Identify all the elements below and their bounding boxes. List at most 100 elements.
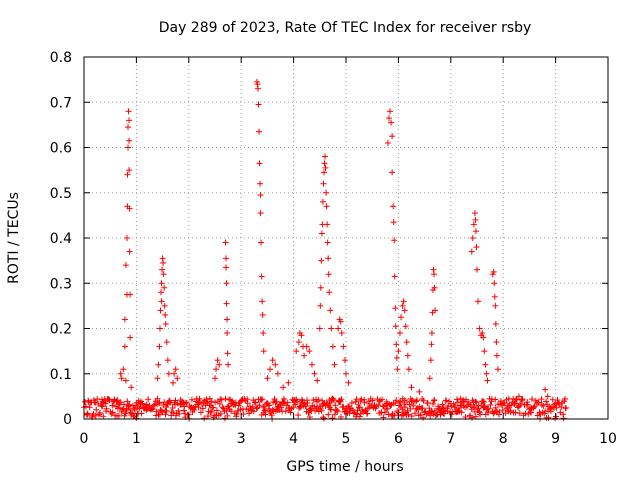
data-point [267, 366, 274, 373]
data-point [258, 239, 265, 246]
data-point [170, 379, 177, 386]
baseline-point [269, 406, 276, 413]
data-point [156, 343, 163, 350]
data-point [293, 348, 300, 355]
baseline-point [503, 405, 510, 412]
data-point [319, 198, 326, 205]
baseline-point [485, 409, 492, 416]
baseline-point [131, 406, 138, 413]
baseline-point [224, 412, 231, 419]
baseline-point [295, 412, 302, 419]
baseline-point [427, 412, 434, 419]
data-point [260, 348, 267, 355]
baseline-point [212, 399, 219, 406]
baseline-point [252, 399, 259, 406]
y-tick-label: 0.7 [50, 95, 72, 111]
data-point [484, 377, 491, 384]
baseline-point [273, 398, 280, 405]
baseline-point [278, 404, 285, 411]
data-point [155, 361, 162, 368]
baseline-point [159, 409, 166, 416]
baseline-point [282, 408, 289, 415]
baseline-point [105, 396, 112, 403]
baseline-point [320, 415, 327, 422]
data-point [157, 307, 164, 314]
data-point [491, 293, 498, 300]
data-point [431, 271, 438, 278]
baseline-point [181, 403, 188, 410]
data-point [416, 388, 423, 395]
data-point [479, 330, 486, 337]
data-point [400, 298, 407, 305]
data-point [343, 370, 349, 377]
data-point [257, 210, 264, 217]
baseline-point [246, 410, 253, 417]
data-point [125, 144, 132, 151]
baseline-point [259, 396, 266, 403]
data-point [216, 361, 223, 368]
baseline-point [218, 396, 225, 403]
baseline-point [155, 400, 162, 407]
y-tick-label: 0.4 [50, 231, 72, 247]
baseline-point [177, 396, 184, 403]
data-point [298, 332, 305, 339]
baseline-point [199, 405, 206, 412]
data-point [126, 137, 133, 144]
baseline-point [143, 401, 150, 408]
y-tick-label: 0.1 [50, 367, 72, 383]
baseline-point [443, 397, 450, 404]
data-point [254, 81, 261, 88]
x-tick-label: 0 [80, 431, 89, 447]
baseline-point [318, 407, 325, 414]
data-point [303, 343, 310, 350]
baseline-point [249, 403, 256, 410]
baseline-point [247, 403, 254, 410]
baseline-point [412, 410, 419, 417]
data-point [123, 235, 130, 241]
baseline-point [253, 405, 260, 412]
data-point [431, 284, 438, 291]
baseline-point [98, 402, 105, 409]
data-point [472, 216, 479, 223]
data-point [160, 271, 167, 278]
data-point [122, 262, 129, 269]
data-point [256, 128, 263, 135]
data-point [544, 393, 551, 400]
x-tick-label: 6 [394, 431, 403, 447]
data-point [324, 239, 331, 246]
baseline-point [96, 411, 103, 418]
data-point [385, 115, 392, 122]
baseline-point [208, 398, 215, 405]
data-point [474, 266, 480, 273]
data-point [214, 357, 221, 364]
baseline-point [329, 415, 336, 422]
data-point [396, 330, 403, 337]
data-point [482, 361, 489, 368]
data-point [341, 357, 348, 364]
data-point [469, 235, 476, 241]
baseline-point [325, 411, 332, 418]
data-point [402, 323, 409, 330]
data-point [165, 370, 172, 377]
data-point [325, 271, 332, 278]
baseline-point [229, 397, 236, 404]
baseline-point [195, 404, 202, 411]
data-point [318, 257, 325, 264]
data-point [126, 167, 133, 174]
baseline-point [304, 397, 311, 404]
data-point [160, 259, 167, 266]
data-point [156, 325, 163, 332]
data-point [404, 352, 411, 359]
data-point [172, 366, 179, 373]
baseline-point [538, 401, 545, 408]
data-point [393, 354, 400, 361]
baseline-point [508, 402, 515, 409]
baseline-point [162, 411, 169, 418]
baseline-point [175, 407, 182, 414]
data-point [171, 370, 178, 377]
data-point [392, 305, 399, 312]
baseline-point [519, 396, 526, 403]
data-point [428, 341, 435, 348]
data-point [311, 370, 318, 377]
